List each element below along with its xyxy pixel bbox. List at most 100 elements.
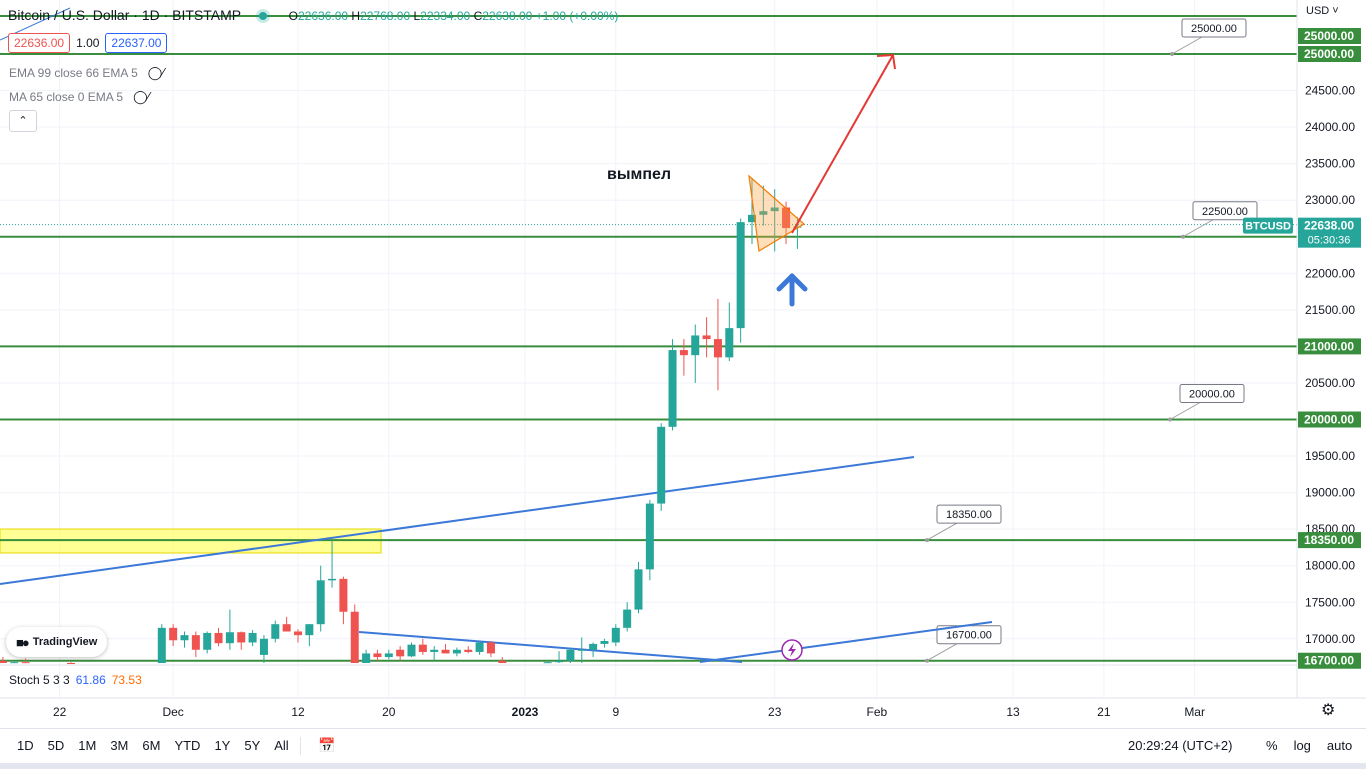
eye-off-icon[interactable]: ◯⁄ xyxy=(133,89,150,104)
range-all[interactable]: All xyxy=(274,738,289,753)
tradingview-mark-icon: ■● xyxy=(16,634,30,650)
level-callout-label: 16700.00 xyxy=(946,630,992,642)
sell-button[interactable]: 22636.00 xyxy=(8,33,71,53)
candle-body xyxy=(259,638,268,655)
price-tick-label: 17500.00 xyxy=(1305,595,1355,609)
candle-body xyxy=(623,609,632,628)
lightning-icon[interactable] xyxy=(781,639,803,661)
up-arrow-icon xyxy=(776,273,808,307)
level-callout-anchor xyxy=(1170,52,1174,56)
eye-off-icon[interactable]: ◯⁄ xyxy=(147,65,165,80)
pennant-triangle xyxy=(748,174,806,252)
candle-body xyxy=(225,632,234,644)
level-axis-marker xyxy=(1298,532,1361,549)
pattern-label[interactable]: вымпел xyxy=(607,166,672,183)
percent-scale-button[interactable]: % xyxy=(1266,738,1278,753)
level-axis-label: 18350.00 xyxy=(1304,533,1354,547)
candle-body xyxy=(396,649,405,657)
price-tick-label: 20500.00 xyxy=(1305,376,1355,390)
level-callout-box xyxy=(1181,18,1247,38)
last-price-label: 22638.00 xyxy=(1304,219,1354,233)
price-tick-label: 19500.00 xyxy=(1305,449,1355,463)
date-range-icon[interactable]: 📅 xyxy=(318,737,336,753)
candle-body xyxy=(748,214,756,223)
top-axis-marker xyxy=(1298,28,1361,44)
gear-icon[interactable]: ⚙ xyxy=(1321,702,1336,719)
currency-selector[interactable]: USD ˅ xyxy=(1306,5,1339,17)
range-1m[interactable]: 1M xyxy=(78,738,97,753)
candle-body xyxy=(271,624,280,639)
collapse-legend-button[interactable]: ⌃ xyxy=(9,110,37,132)
scale-buttons: % log auto xyxy=(1266,738,1352,753)
range-6m[interactable]: 6M xyxy=(142,738,161,753)
level-callout-anchor xyxy=(1181,234,1185,239)
candle-body xyxy=(486,642,495,654)
level-callout-label: 22500.00 xyxy=(1202,206,1248,218)
range-ytd[interactable]: YTD xyxy=(174,738,201,753)
candle-body xyxy=(679,350,688,356)
grid xyxy=(0,0,1297,698)
range-5d[interactable]: 5D xyxy=(47,738,65,753)
last-price-marker xyxy=(1298,217,1361,248)
candle-body xyxy=(67,663,75,664)
log-scale-button[interactable]: log xyxy=(1293,738,1311,753)
indicator-ema[interactable]: EMA 99 close 66 EMA 5 ◯⁄ xyxy=(9,65,165,80)
level-callout-anchor xyxy=(925,658,929,663)
level-callout-pointer xyxy=(1182,219,1214,238)
candle-body xyxy=(169,627,178,641)
candle-body xyxy=(577,649,586,651)
candle-body xyxy=(203,632,212,650)
time-tick-label: 22 xyxy=(53,705,67,719)
spread-value: 1.00 xyxy=(76,36,100,50)
range-1y[interactable]: 1Y xyxy=(214,738,231,753)
tradingview-logo[interactable]: ■● TradingView xyxy=(6,627,108,657)
level-axis-marker xyxy=(1298,652,1361,669)
level-callout-anchor xyxy=(925,538,929,543)
candle-body xyxy=(543,662,552,664)
level-axis-marker xyxy=(1298,338,1361,355)
range-buttons: 1D 5D 1M 3M 6M YTD 1Y 5Y All xyxy=(17,738,303,753)
price-tick-label: 22000.00 xyxy=(1305,266,1355,280)
time-tick-label: 23 xyxy=(768,705,782,719)
candle-body xyxy=(373,653,382,658)
time-tick-label: 13 xyxy=(1006,705,1020,719)
time-tick-label: 21 xyxy=(1097,705,1111,719)
candle-body xyxy=(362,653,371,663)
buy-button[interactable]: 22637.00 xyxy=(105,33,168,53)
level-callout-label: 25000.00 xyxy=(1191,23,1237,35)
level-axis-label: 16700.00 xyxy=(1304,654,1354,668)
candle-body xyxy=(736,222,745,329)
price-chart[interactable]: 25000.00 22500.00 20000.00 18350.00 16700.00… xyxy=(0,0,1366,728)
axis-markers: 25000.0022500.0021000.0020000.0018350.00… xyxy=(1243,28,1361,669)
price-tick-label: 24000.00 xyxy=(1305,120,1355,134)
trade-prices: 22636.00 1.00 22637.00 xyxy=(8,33,168,53)
level-axis-label: 21000.00 xyxy=(1304,339,1354,353)
range-1d[interactable]: 1D xyxy=(17,738,34,753)
symbol-title[interactable]: Bitcoin / U.S. Dollar · 1D · BITSTAMP xyxy=(8,7,241,23)
candle-body xyxy=(611,627,620,643)
range-3m[interactable]: 3M xyxy=(110,738,129,753)
candle-body xyxy=(498,660,507,663)
candle-body xyxy=(793,226,802,228)
time-tick-label: Mar xyxy=(1184,705,1205,719)
auto-scale-button[interactable]: auto xyxy=(1326,738,1353,753)
clock-readout[interactable]: 20:29:24 (UTC+2) xyxy=(1128,738,1233,753)
candle-body xyxy=(725,328,734,358)
indicator-ma[interactable]: MA 65 close 0 EMA 5 ◯⁄ xyxy=(9,89,150,104)
range-5y[interactable]: 5Y xyxy=(244,738,261,753)
bottom-toolbar: 1D 5D 1M 3M 6M YTD 1Y 5Y All 📅 20:29:24 … xyxy=(0,728,1366,769)
candle-body xyxy=(282,624,291,632)
price-tick-label: 18000.00 xyxy=(1305,559,1355,573)
symbol-tag-box xyxy=(1243,217,1293,234)
candle-body xyxy=(555,660,564,663)
toolbar-divider xyxy=(300,737,301,755)
candle-body xyxy=(316,580,325,625)
time-tick-label: Feb xyxy=(867,705,888,719)
candle-body xyxy=(600,640,609,644)
candle-body xyxy=(691,335,700,356)
level-callout-pointer xyxy=(926,643,958,662)
price-tick-label: 24500.00 xyxy=(1305,84,1355,98)
price-tick-label: 23500.00 xyxy=(1305,157,1355,171)
stoch-legend[interactable]: Stoch 5 3 3 61.86 73.53 xyxy=(9,673,142,687)
price-tick-label: 21500.00 xyxy=(1305,303,1355,317)
